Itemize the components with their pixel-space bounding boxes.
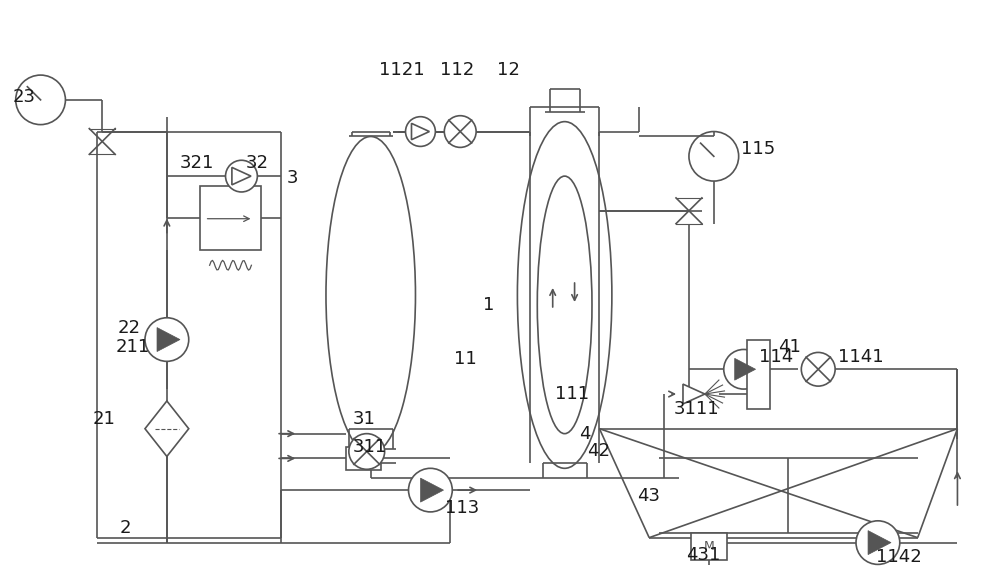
Text: 1142: 1142 — [876, 548, 922, 567]
Text: 3111: 3111 — [674, 400, 720, 418]
Text: 115: 115 — [741, 141, 775, 158]
FancyBboxPatch shape — [346, 447, 381, 471]
Text: 12: 12 — [497, 61, 520, 79]
Circle shape — [409, 468, 452, 512]
Text: 113: 113 — [445, 499, 480, 517]
Text: 3: 3 — [286, 169, 298, 187]
Circle shape — [406, 117, 435, 146]
Ellipse shape — [517, 122, 612, 468]
Text: 21: 21 — [92, 410, 115, 428]
Text: 32: 32 — [245, 154, 268, 172]
Text: 41: 41 — [778, 339, 801, 356]
Text: 431: 431 — [686, 547, 720, 564]
Circle shape — [145, 318, 189, 362]
Ellipse shape — [326, 137, 415, 454]
FancyBboxPatch shape — [691, 533, 727, 560]
Text: M: M — [703, 540, 714, 553]
FancyBboxPatch shape — [747, 339, 770, 409]
Text: 42: 42 — [588, 442, 611, 461]
Text: 114: 114 — [759, 349, 793, 366]
Circle shape — [724, 349, 764, 389]
Text: 1141: 1141 — [838, 349, 884, 366]
Circle shape — [226, 160, 257, 192]
Text: 23: 23 — [13, 88, 36, 106]
FancyBboxPatch shape — [200, 186, 261, 250]
Polygon shape — [421, 478, 444, 502]
Text: 4: 4 — [580, 425, 591, 442]
Text: 22: 22 — [117, 319, 140, 337]
Text: 2: 2 — [120, 519, 132, 537]
Circle shape — [801, 352, 835, 386]
Text: 111: 111 — [555, 385, 589, 403]
Text: 112: 112 — [440, 61, 475, 79]
Circle shape — [349, 434, 385, 469]
Text: 31: 31 — [353, 410, 376, 428]
Text: 211: 211 — [115, 339, 149, 356]
Ellipse shape — [537, 176, 592, 434]
Polygon shape — [157, 328, 180, 352]
Circle shape — [856, 521, 900, 564]
Text: 311: 311 — [353, 438, 387, 455]
Polygon shape — [683, 384, 705, 404]
Text: 1: 1 — [483, 296, 494, 314]
Text: 321: 321 — [180, 154, 214, 172]
Polygon shape — [145, 401, 189, 456]
Text: 1121: 1121 — [379, 61, 424, 79]
Text: 11: 11 — [454, 350, 477, 369]
Text: 43: 43 — [637, 487, 660, 505]
Polygon shape — [735, 359, 756, 380]
Circle shape — [444, 115, 476, 148]
Polygon shape — [868, 531, 891, 554]
